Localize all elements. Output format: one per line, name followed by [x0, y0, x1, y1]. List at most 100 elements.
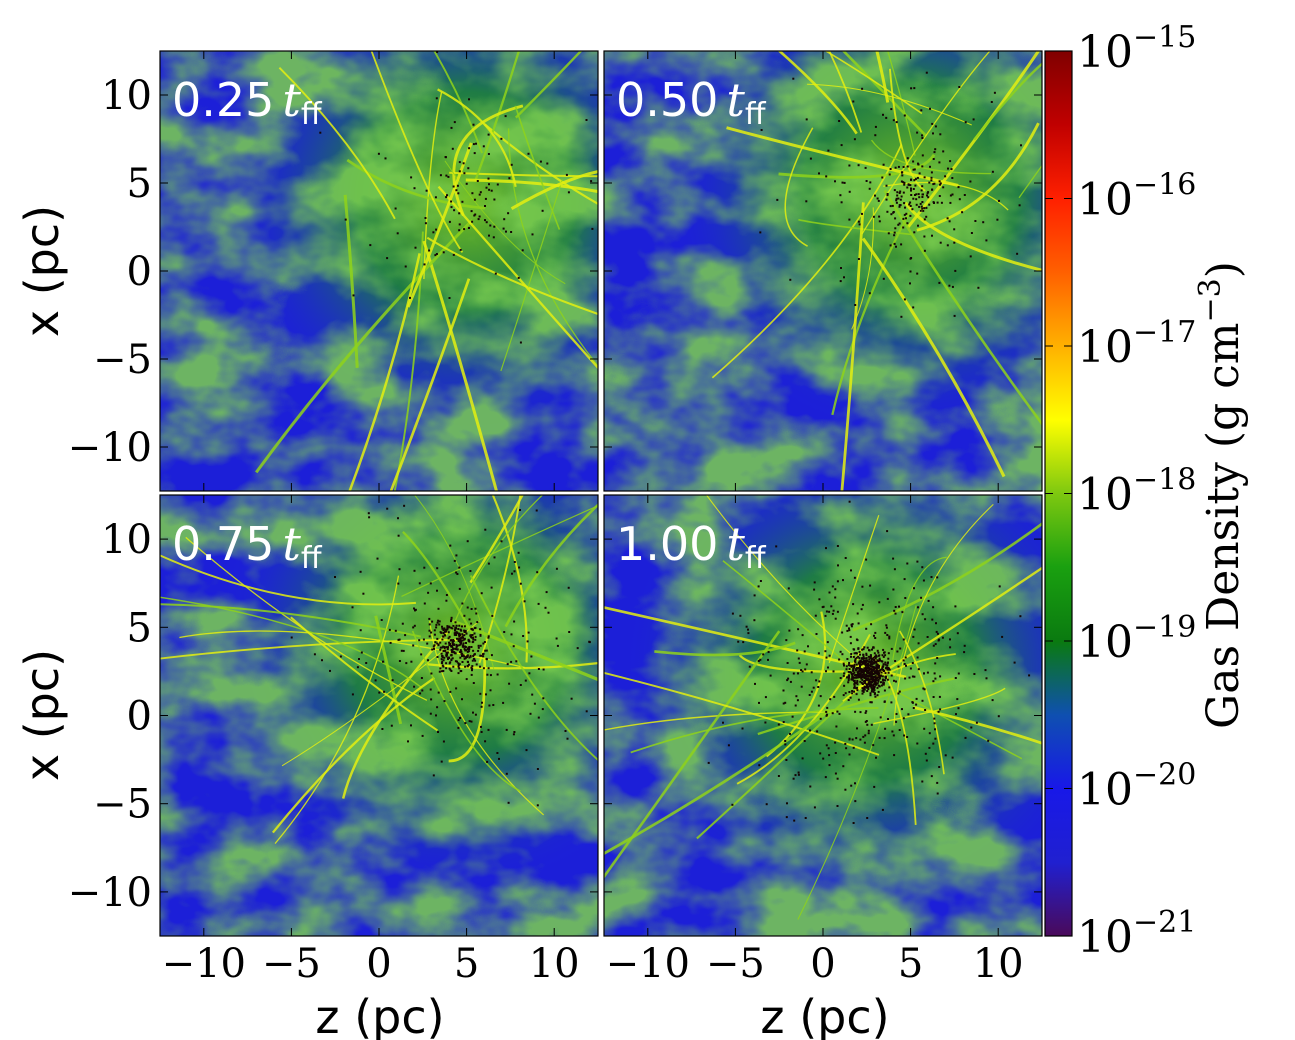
- star-particle: [863, 667, 866, 670]
- star-particle: [463, 625, 466, 628]
- star-particle: [457, 633, 460, 636]
- star-particle: [916, 176, 919, 179]
- star-particle: [869, 675, 872, 678]
- star-particle: [874, 675, 877, 678]
- star-particle: [785, 639, 788, 642]
- star-particle: [440, 670, 443, 673]
- filament: [888, 68, 926, 192]
- star-particle: [932, 680, 935, 683]
- star-particle: [913, 168, 916, 171]
- star-particle: [585, 710, 588, 713]
- star-particle: [856, 679, 859, 682]
- star-particle: [901, 174, 904, 177]
- star-particle: [861, 212, 863, 215]
- density-panel-2: [604, 51, 1042, 491]
- star-particle: [899, 190, 902, 193]
- star-particle: [450, 654, 453, 657]
- filament: [898, 630, 945, 775]
- star-particle: [568, 631, 571, 633]
- x-tick-label: 0: [810, 941, 835, 987]
- filament: [402, 531, 476, 639]
- star-particle: [841, 631, 844, 634]
- star-particle: [555, 637, 558, 640]
- star-particle: [920, 596, 923, 599]
- y-tick-label: 5: [127, 605, 152, 651]
- star-particle: [458, 667, 461, 670]
- star-particle: [440, 760, 443, 763]
- star-particle: [888, 637, 891, 640]
- star-particle: [474, 638, 477, 641]
- star-particle: [442, 650, 445, 652]
- star-particle: [868, 187, 871, 190]
- x-tick-label: 10: [529, 941, 580, 987]
- star-particle: [895, 680, 897, 683]
- star-particle: [955, 713, 957, 716]
- star-particle: [857, 220, 860, 223]
- star-particle: [894, 612, 897, 615]
- filament: [840, 202, 865, 491]
- star-particle: [887, 671, 890, 674]
- star-particle: [852, 679, 855, 682]
- star-particle: [429, 712, 432, 715]
- star-particle: [450, 639, 453, 642]
- star-particle: [879, 668, 882, 671]
- star-particle: [923, 672, 925, 675]
- star-particle: [939, 183, 941, 186]
- star-particle: [461, 633, 464, 636]
- star-particle: [954, 269, 957, 272]
- star-particle: [846, 629, 849, 632]
- star-particle: [862, 655, 865, 658]
- star-particle: [867, 681, 870, 684]
- star-particle: [863, 661, 866, 664]
- star-particle: [487, 153, 490, 155]
- star-particle: [855, 674, 858, 677]
- star-particle: [437, 607, 440, 610]
- star-particle: [1018, 204, 1021, 207]
- filament: [425, 661, 598, 670]
- star-particle: [512, 645, 515, 648]
- star-particle: [917, 163, 920, 166]
- star-particle: [445, 662, 448, 665]
- star-particle: [877, 676, 879, 679]
- star-particle: [437, 644, 440, 647]
- star-particle: [964, 736, 967, 739]
- star-particle: [448, 667, 451, 670]
- star-particle: [927, 599, 930, 602]
- star-particle: [488, 234, 490, 237]
- star-particle: [905, 217, 907, 220]
- star-particle: [850, 673, 853, 676]
- star-particle: [795, 695, 798, 698]
- star-particle: [490, 189, 493, 192]
- star-particle: [437, 619, 440, 622]
- star-particle: [454, 621, 457, 624]
- star-particle: [958, 86, 961, 88]
- star-particle: [541, 209, 544, 212]
- star-particle: [953, 241, 956, 244]
- filament: [449, 171, 598, 178]
- star-particle: [458, 170, 461, 173]
- star-particle: [882, 648, 885, 651]
- star-particle: [956, 698, 959, 701]
- star-particle: [482, 145, 485, 148]
- y-tick-label: 10: [101, 73, 152, 119]
- star-particle: [510, 231, 513, 233]
- star-particle: [473, 627, 476, 630]
- star-particle: [455, 571, 458, 574]
- star-particle: [788, 629, 791, 632]
- star-particle: [498, 757, 500, 760]
- star-particle: [446, 651, 449, 654]
- star-particle: [935, 622, 937, 625]
- time-label: 0.75 tff: [172, 517, 323, 576]
- star-particle: [451, 640, 454, 643]
- star-particle: [812, 686, 815, 689]
- star-particle: [464, 629, 467, 632]
- star-particle: [376, 557, 379, 560]
- star-particle: [846, 658, 849, 660]
- star-particle: [893, 754, 896, 757]
- star-particle: [792, 77, 795, 80]
- star-particle: [493, 556, 496, 559]
- star-particle: [827, 666, 829, 669]
- star-particle: [471, 634, 474, 636]
- star-particle: [527, 631, 530, 634]
- filament: [916, 122, 1040, 232]
